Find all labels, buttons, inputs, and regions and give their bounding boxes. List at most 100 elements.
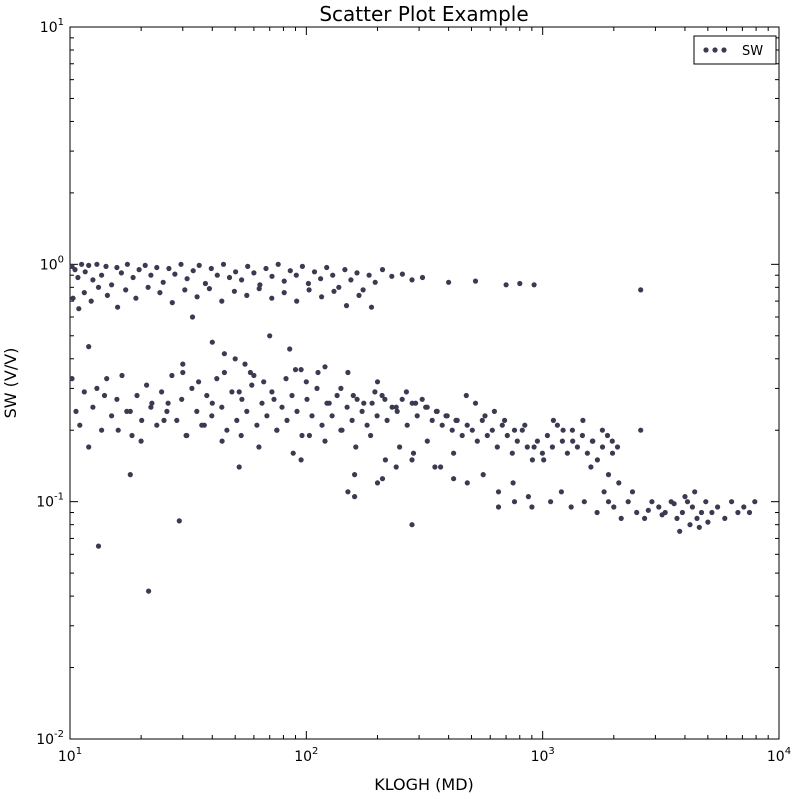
data-point <box>438 464 444 470</box>
data-point <box>261 379 267 385</box>
data-point <box>129 432 135 439</box>
data-point <box>584 450 591 456</box>
data-point <box>522 422 528 428</box>
data-point <box>289 392 295 399</box>
data-point <box>81 290 87 296</box>
data-point <box>314 385 320 391</box>
data-point <box>219 298 225 304</box>
data-point <box>601 489 607 495</box>
data-point <box>196 379 202 385</box>
data-point <box>560 427 566 433</box>
data-point <box>482 413 488 419</box>
data-point <box>247 369 253 376</box>
data-point <box>244 408 250 414</box>
data-point <box>559 438 566 444</box>
data-point <box>709 509 715 516</box>
data-point <box>269 295 275 301</box>
data-point <box>625 499 631 505</box>
data-point <box>148 272 154 278</box>
data-point <box>479 417 485 423</box>
data-point <box>409 277 415 283</box>
data-point <box>349 417 355 423</box>
y-axis-label: SW (V/V) <box>1 348 20 419</box>
data-point <box>698 509 705 516</box>
data-point <box>541 457 547 463</box>
data-point <box>99 427 105 433</box>
data-point <box>136 267 142 273</box>
data-point <box>144 382 150 388</box>
data-point <box>472 278 479 284</box>
data-point <box>146 588 152 594</box>
data-point <box>510 480 516 486</box>
data-point <box>345 489 351 495</box>
data-point <box>95 543 102 549</box>
data-point <box>322 364 328 370</box>
data-point <box>82 269 88 275</box>
data-point <box>564 450 571 456</box>
data-point <box>189 385 195 391</box>
data-point <box>256 286 262 292</box>
data-point <box>139 417 145 423</box>
data-point <box>409 522 415 528</box>
data-point <box>494 444 500 450</box>
data-point <box>201 422 207 428</box>
axis-ticks: 101 102 103 104 10-2 10-1 100 101 <box>36 17 791 765</box>
data-point <box>134 392 140 399</box>
data-point <box>142 262 148 268</box>
data-point <box>379 392 385 399</box>
data-point <box>304 396 310 402</box>
data-point <box>350 392 356 399</box>
data-point <box>366 272 372 278</box>
data-point <box>352 472 358 478</box>
data-point <box>281 290 287 296</box>
data-point <box>359 408 365 414</box>
data-point <box>292 367 299 373</box>
data-point <box>511 499 518 505</box>
data-point <box>588 464 594 470</box>
data-point <box>356 292 362 298</box>
data-point <box>393 464 399 470</box>
data-point <box>251 372 257 379</box>
data-point <box>594 457 601 463</box>
data-point <box>334 392 340 399</box>
data-point <box>127 472 133 478</box>
data-point <box>299 263 305 269</box>
data-point <box>451 476 457 482</box>
data-point <box>534 438 541 444</box>
data-point <box>219 404 225 410</box>
data-point <box>393 404 399 410</box>
data-point <box>95 284 102 290</box>
data-point <box>234 417 240 423</box>
chart-title: Scatter Plot Example <box>319 2 528 26</box>
data-point <box>103 263 109 269</box>
data-point <box>77 422 83 428</box>
data-point <box>502 417 508 423</box>
data-point <box>568 504 574 510</box>
data-point <box>384 417 390 423</box>
data-point <box>684 499 691 505</box>
data-point <box>101 392 108 399</box>
data-point <box>558 489 565 495</box>
data-point <box>649 499 655 505</box>
data-point <box>504 432 510 439</box>
data-point <box>404 422 410 428</box>
data-point <box>687 522 693 528</box>
y-tick-label: 100 <box>40 254 64 273</box>
data-point <box>741 504 747 510</box>
data-point <box>638 287 644 293</box>
data-point <box>539 450 546 456</box>
data-point <box>484 432 490 439</box>
data-point <box>499 422 505 428</box>
data-point <box>374 480 381 486</box>
data-point <box>618 515 624 522</box>
data-point <box>123 287 129 293</box>
legend-marker <box>712 47 718 53</box>
data-point <box>194 294 200 300</box>
data-point <box>352 494 358 500</box>
data-point <box>161 417 167 423</box>
data-point <box>224 427 230 433</box>
data-point <box>189 314 196 320</box>
data-point <box>369 400 375 406</box>
data-point <box>372 279 378 285</box>
data-point <box>379 267 386 273</box>
